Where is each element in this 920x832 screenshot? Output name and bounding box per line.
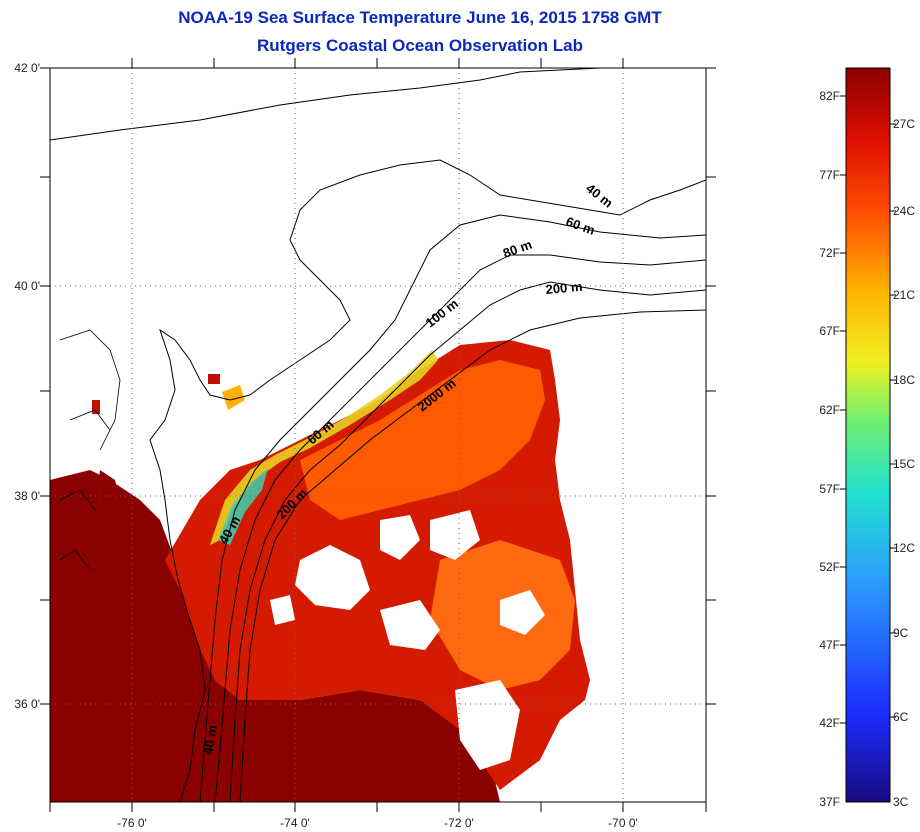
lon-label: -76 0' <box>117 816 147 830</box>
colorbar-f-label: 52F <box>819 560 840 574</box>
colorbar-ticks <box>840 95 896 724</box>
river-outline <box>59 329 121 571</box>
lon-label: -74 0' <box>280 816 310 830</box>
isobath-label: 200 m <box>545 279 583 297</box>
colorbar-f-label: 82F <box>819 89 840 103</box>
colorbar-f-label: 42F <box>819 716 840 730</box>
colorbar-c-label: 9C <box>893 626 909 640</box>
colorbar-c-label: 18C <box>893 373 916 387</box>
lon-label: -70 0' <box>608 816 638 830</box>
colorbar-f-label: 37F <box>819 795 840 809</box>
colorbar-f-label: 67F <box>819 324 840 338</box>
colorbar-c-label: 24C <box>893 204 916 218</box>
colorbar <box>845 67 891 803</box>
lat-label: 42 0' <box>14 61 40 75</box>
colorbar-f-label: 57F <box>819 482 840 496</box>
colorbar-c-label: 27C <box>893 117 916 131</box>
map-subtitle: Rutgers Coastal Ocean Observation Lab <box>257 36 583 55</box>
sst-field-orange <box>300 360 545 520</box>
lon-label: -72 0' <box>444 816 474 830</box>
pamlico-sound <box>70 680 160 720</box>
colorbar-c-label: 12C <box>893 541 916 555</box>
sst-patch <box>208 374 220 384</box>
sst-patch <box>222 385 245 410</box>
map-border <box>49 67 707 803</box>
isobaths <box>199 214 706 802</box>
coastline <box>149 159 706 802</box>
colorbar-f-label: 77F <box>819 168 840 182</box>
colorbar-f-label: 62F <box>819 403 840 417</box>
cloud-gaps <box>270 510 545 770</box>
lat-label: 36 0' <box>14 697 40 711</box>
colorbar-f-label: 72F <box>819 246 840 260</box>
lat-label: 40 0' <box>14 279 40 293</box>
chesapeake-bay <box>80 470 150 650</box>
coastline-north <box>50 68 601 141</box>
colorbar-f-label: 47F <box>819 638 840 652</box>
map-title: NOAA-19 Sea Surface Temperature June 16,… <box>178 8 662 27</box>
colorbar-c-label: 21C <box>893 288 916 302</box>
sst-patch <box>92 400 100 414</box>
colorbar-c-label: 15C <box>893 457 916 471</box>
sst-cold-edge <box>210 350 438 545</box>
axis-ticks <box>40 58 716 812</box>
colorbar-c-label: 3C <box>893 795 909 809</box>
lat-label: 38 0' <box>14 489 40 503</box>
colorbar-c-label: 6C <box>893 710 909 724</box>
sst-field-dark-red <box>50 470 500 802</box>
isobath-label: 40 m <box>200 724 220 756</box>
